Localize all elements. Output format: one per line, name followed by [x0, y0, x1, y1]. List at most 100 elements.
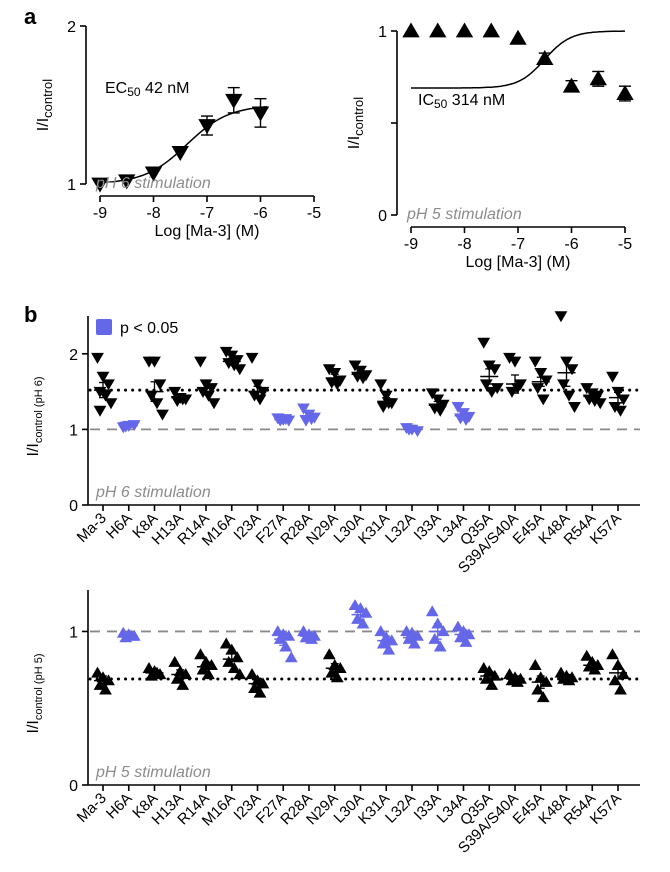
data-point [256, 386, 270, 398]
data-point [511, 675, 524, 687]
data-point [531, 683, 545, 695]
data-point [179, 668, 193, 680]
data-point [99, 390, 112, 402]
data-point [219, 346, 233, 358]
data-point [482, 22, 500, 38]
data-point [99, 683, 112, 695]
data-point [536, 50, 554, 66]
data-point [528, 658, 542, 670]
data-point [328, 367, 342, 379]
data-point [333, 662, 347, 674]
data-point [102, 674, 115, 686]
data-point [508, 356, 522, 368]
data-point [503, 352, 516, 364]
data-point [251, 379, 264, 391]
data-point [608, 674, 622, 686]
y-tick-label: 2 [67, 19, 76, 36]
data-point [207, 398, 221, 410]
data-point [477, 337, 491, 349]
data-point [305, 632, 318, 644]
x-tick-label: -6 [564, 236, 578, 253]
x-tick-label: -8 [146, 205, 160, 222]
data-point [428, 632, 442, 644]
data-point [356, 617, 370, 629]
data-point [617, 668, 630, 680]
data-point [245, 352, 259, 364]
x-tick-label: -7 [200, 205, 214, 222]
x-tick-label: -5 [307, 205, 321, 222]
data-point [528, 356, 542, 368]
data-point [168, 386, 182, 398]
data-point [176, 678, 190, 690]
x-axis-title: Log [Ma-3] (M) [155, 223, 260, 240]
data-point [153, 379, 167, 391]
data-point [509, 29, 527, 45]
data-point [170, 672, 184, 684]
data-point [588, 663, 602, 675]
data-point [425, 388, 439, 400]
fit-curve [99, 105, 267, 184]
x-tick-label: -9 [404, 236, 418, 253]
data-point [91, 177, 109, 193]
x-axis-title: Log [Ma-3] (M) [466, 254, 571, 271]
y-tick-label: 2 [69, 347, 78, 364]
category-label: H6A [103, 510, 136, 543]
data-point [219, 637, 233, 649]
data-point [593, 398, 607, 410]
data-point [198, 119, 216, 135]
y-tick-label: 0 [69, 778, 78, 795]
data-point [156, 409, 169, 421]
data-point [305, 414, 318, 426]
data-point [91, 352, 104, 364]
data-point [253, 686, 267, 698]
data-point [168, 655, 182, 667]
data-point [279, 640, 293, 652]
data-point [385, 634, 399, 646]
data-point [536, 394, 550, 406]
data-point [433, 640, 447, 652]
data-point [485, 678, 499, 690]
data-point [589, 70, 607, 86]
data-point [202, 668, 215, 680]
data-point [431, 617, 445, 629]
data-point [118, 174, 136, 190]
x-tick-label: -9 [93, 205, 107, 222]
data-point [245, 668, 259, 680]
data-point [568, 402, 581, 413]
y-axis-title: I/Icontrol [35, 79, 55, 131]
potency-annotation: EC50 42 nM [105, 80, 190, 99]
data-point [511, 383, 524, 395]
fit-curve [411, 30, 625, 89]
x-tick-label: -6 [253, 205, 267, 222]
chart-b-bottom-ph5: 01I/Icontrol (pH 5)Ma-3H6AK8AH13AR14AM16… [25, 590, 642, 857]
y-axis-title: I/Icontrol (pH 6) [25, 377, 45, 457]
data-point [606, 371, 619, 383]
y-tick-label: 0 [378, 208, 387, 225]
data-point [227, 662, 241, 674]
data-point [455, 22, 474, 38]
data-point [225, 93, 243, 109]
data-point [233, 364, 247, 376]
data-point [227, 360, 241, 372]
data-point [562, 77, 581, 93]
data-point [374, 625, 388, 637]
panel-letter-b: b [24, 302, 37, 327]
data-point [194, 356, 207, 368]
data-point [482, 360, 496, 372]
data-point [91, 666, 104, 678]
data-point [562, 674, 576, 686]
data-point [104, 398, 118, 410]
data-point [488, 669, 502, 681]
data-point [451, 620, 465, 632]
data-point [536, 691, 550, 703]
data-point [608, 402, 622, 413]
x-tick-label: -8 [457, 236, 471, 253]
data-point [144, 166, 163, 182]
data-point [565, 364, 579, 376]
data-point [330, 671, 344, 683]
data-point [93, 678, 107, 690]
data-point [580, 649, 594, 661]
chart-a-left-ec50: -9 -8 -7 -6 -5 1 2 Log [Ma-3] (M) I/Icontrol EC50… [35, 19, 321, 240]
data-point [382, 643, 396, 655]
